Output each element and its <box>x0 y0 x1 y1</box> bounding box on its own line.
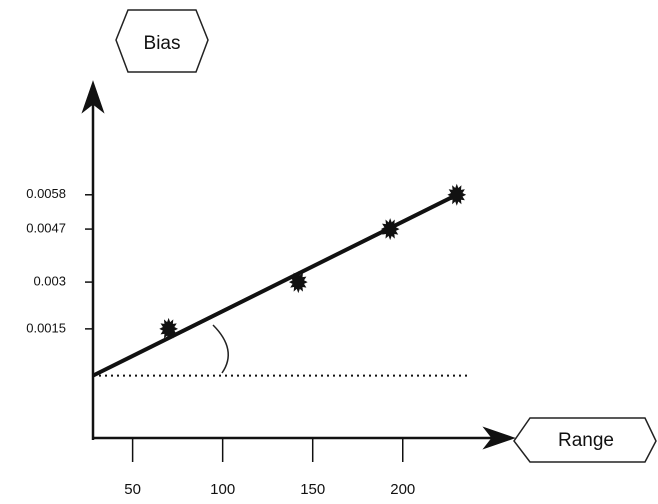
x-tick-label: 100 <box>210 481 235 498</box>
data-point <box>381 218 400 240</box>
axes <box>84 84 512 447</box>
y-axis-label: Bias <box>144 33 181 54</box>
x-axis-label: Range <box>558 430 614 451</box>
y-tick-label: 0.0015 <box>26 320 66 335</box>
x-tick-label: 150 <box>300 481 325 498</box>
data-point <box>447 184 466 206</box>
y-tick-label: 0.0047 <box>26 221 66 236</box>
y-tick-label: 0.003 <box>33 274 66 289</box>
data-point <box>289 271 308 293</box>
chart: Bias Range 0.0015 0.003 0.0047 0.0058 50 100 1… <box>0 0 658 504</box>
fit-line <box>93 195 457 376</box>
angle-arc <box>213 325 228 373</box>
x-tick-label: 200 <box>390 481 415 498</box>
y-tick-label: 0.0058 <box>26 186 66 201</box>
x-tick-label: 50 <box>124 481 141 498</box>
